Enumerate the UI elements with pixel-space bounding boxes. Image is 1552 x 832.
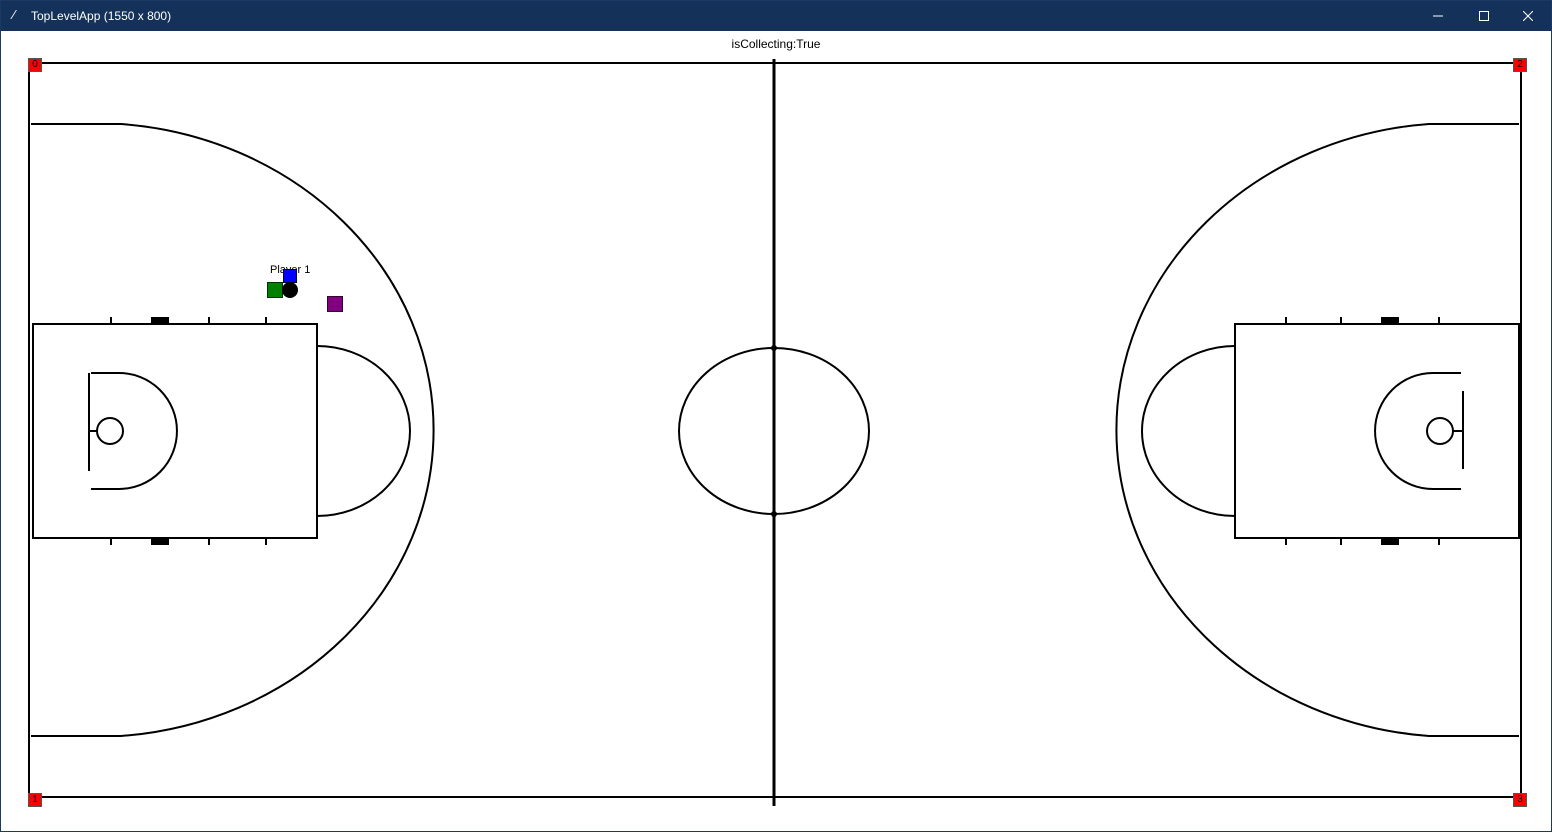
- green-marker[interactable]: [267, 282, 283, 298]
- feather-icon: ⁄: [13, 7, 16, 22]
- right-hoop: [1426, 417, 1454, 445]
- left-hoop: [96, 417, 124, 445]
- left-restricted-area: [91, 372, 178, 490]
- purple-marker[interactable]: [327, 296, 343, 312]
- left-three-point-line: [31, 123, 435, 737]
- window-title: TopLevelApp (1550 x 800): [31, 9, 172, 23]
- right-restricted-area: [1374, 372, 1461, 490]
- right-key: [1234, 323, 1520, 539]
- close-icon: [1523, 11, 1533, 21]
- title-bar[interactable]: ⁄ TopLevelApp (1550 x 800): [1, 1, 1551, 31]
- player-1-marker[interactable]: [283, 269, 297, 283]
- corner-marker-1[interactable]: 1: [28, 793, 42, 807]
- right-three-point-line: [1115, 123, 1519, 737]
- maximize-icon: [1479, 11, 1489, 21]
- ball-marker[interactable]: [282, 282, 298, 298]
- corner-marker-3[interactable]: 3: [1513, 793, 1527, 807]
- close-button[interactable]: [1505, 1, 1551, 31]
- corner-marker-2[interactable]: 2: [1513, 58, 1527, 72]
- corner-marker-0[interactable]: 0: [28, 58, 42, 72]
- right-free-throw-circle: [1141, 345, 1236, 517]
- minimize-icon: [1433, 15, 1443, 17]
- maximize-button[interactable]: [1461, 1, 1507, 31]
- left-lane-ticks: [110, 317, 267, 545]
- right-lane-ticks: [1285, 317, 1440, 545]
- lane-blocks: [151, 317, 1399, 545]
- left-key: [32, 323, 318, 539]
- minimize-button[interactable]: [1415, 1, 1461, 31]
- left-free-throw-circle: [316, 345, 411, 517]
- status-text: isCollecting:True: [731, 37, 821, 51]
